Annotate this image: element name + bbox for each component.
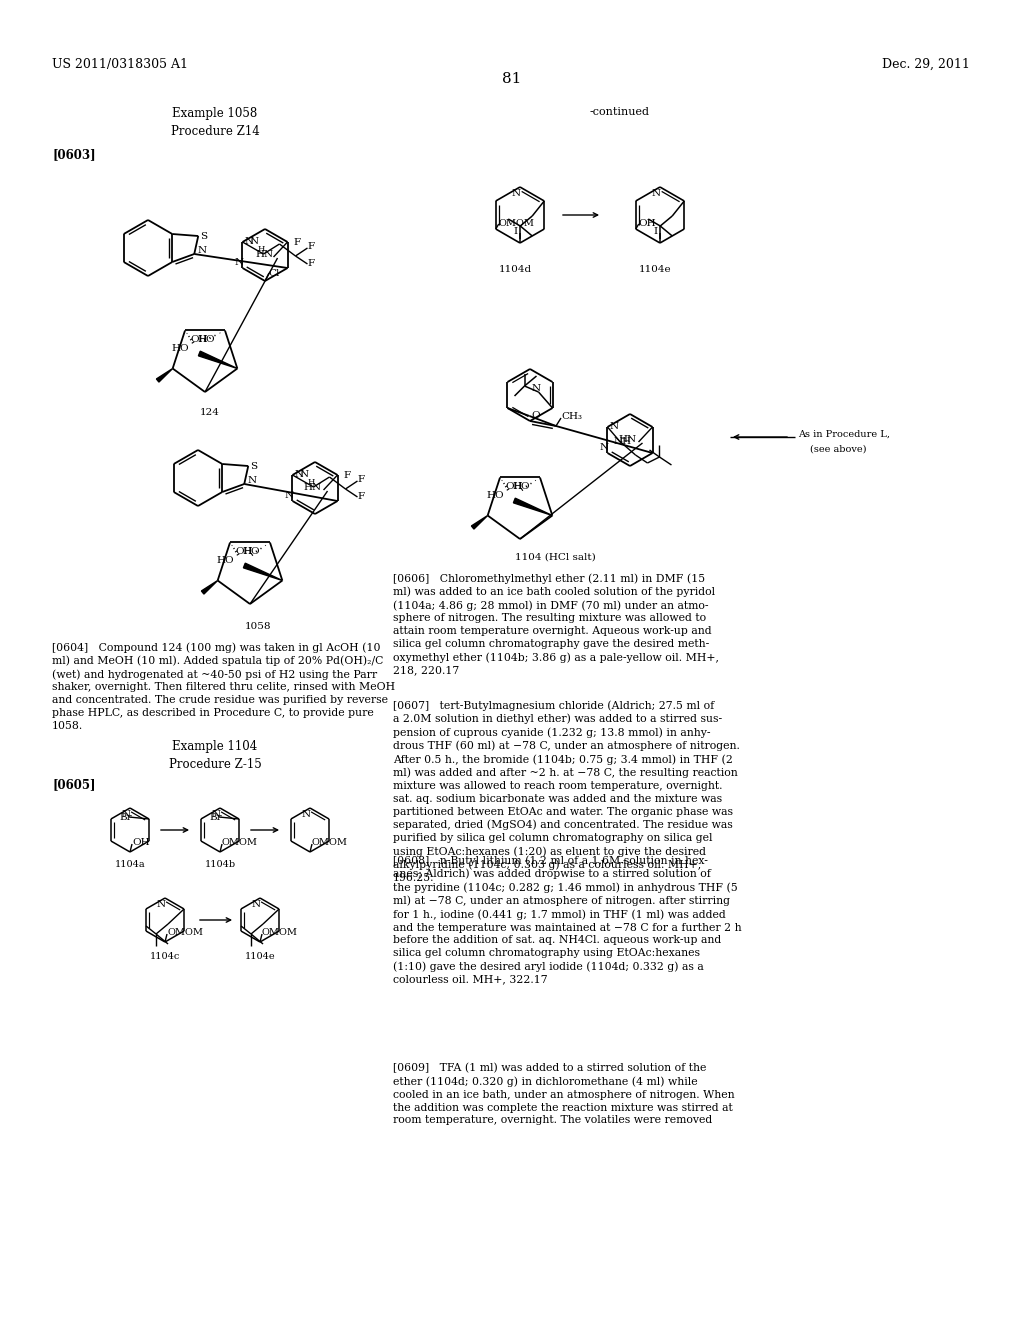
Text: N: N [299, 470, 308, 479]
Text: F: F [307, 259, 314, 268]
Text: [0605]: [0605] [52, 777, 95, 791]
Text: OMOM: OMOM [262, 928, 298, 937]
Polygon shape [471, 516, 487, 529]
Text: 1104e: 1104e [639, 265, 672, 275]
Text: H: H [257, 246, 265, 253]
Text: 1104 (HCl salt): 1104 (HCl salt) [515, 553, 595, 562]
Text: N: N [295, 470, 303, 479]
Text: F: F [307, 242, 314, 251]
Text: F: F [357, 492, 365, 502]
Text: 1104d: 1104d [499, 265, 531, 275]
Text: N: N [198, 246, 207, 255]
Text: Br: Br [209, 813, 221, 822]
Text: 1104a: 1104a [115, 861, 145, 869]
Text: US 2011/0318305 A1: US 2011/0318305 A1 [52, 58, 188, 71]
Text: N: N [511, 189, 520, 198]
Polygon shape [513, 498, 552, 516]
Text: Example 1058: Example 1058 [172, 107, 258, 120]
Text: Example 1104: Example 1104 [172, 741, 258, 752]
Text: N: N [609, 422, 618, 432]
Text: Procedure Z14: Procedure Z14 [171, 125, 259, 139]
Text: N: N [531, 384, 541, 393]
Text: Procedure Z-15: Procedure Z-15 [169, 758, 261, 771]
Text: F: F [294, 238, 301, 247]
Text: F: F [357, 475, 365, 484]
Text: HO: HO [242, 548, 260, 557]
Text: N: N [234, 257, 244, 267]
Text: N: N [247, 477, 256, 484]
Text: OH: OH [236, 548, 253, 557]
Text: I: I [514, 227, 518, 236]
Text: Cl: Cl [268, 269, 280, 279]
Text: N: N [301, 810, 310, 818]
Text: OMOM: OMOM [499, 219, 535, 228]
Text: OH: OH [505, 483, 522, 491]
Text: CH₃: CH₃ [561, 412, 582, 421]
Text: OH: OH [639, 219, 656, 228]
Text: H: H [307, 478, 314, 486]
Text: OMOM: OMOM [167, 928, 203, 937]
Text: OH: OH [132, 838, 150, 847]
Text: NH: NH [613, 437, 632, 446]
Text: I: I [654, 227, 658, 236]
Text: 1104e: 1104e [245, 952, 275, 961]
Text: HN: HN [618, 436, 637, 444]
Text: -continued: -continued [590, 107, 650, 117]
Text: HO: HO [197, 335, 215, 345]
Text: 1104b: 1104b [205, 861, 236, 869]
Text: F: F [343, 471, 350, 480]
Text: Br: Br [119, 813, 132, 822]
Text: N: N [211, 810, 220, 818]
Text: O: O [531, 411, 540, 420]
Text: HO: HO [486, 491, 504, 499]
Text: As in Procedure L,: As in Procedure L, [798, 430, 890, 440]
Text: [0609]   TFA (1 ml) was added to a stirred solution of the
ether (1104d; 0.320 g: [0609] TFA (1 ml) was added to a stirred… [393, 1063, 734, 1126]
Text: HN: HN [255, 249, 273, 259]
Text: N: N [250, 238, 259, 246]
Text: N: N [285, 491, 294, 500]
Text: N: N [157, 900, 166, 909]
Text: OMOM: OMOM [312, 838, 348, 847]
Text: HN: HN [303, 483, 322, 492]
Text: HO: HO [512, 483, 529, 491]
Text: N: N [651, 189, 660, 198]
Text: 124: 124 [200, 408, 220, 417]
Text: HO: HO [216, 556, 233, 565]
Text: N: N [245, 238, 254, 246]
Text: 1104c: 1104c [150, 952, 180, 961]
Text: N: N [600, 444, 609, 451]
Text: [0606]   Chloromethylmethyl ether (2.11 ml) in DMF (15
ml) was added to an ice b: [0606] Chloromethylmethyl ether (2.11 ml… [393, 573, 719, 676]
Text: [0604]   Compound 124 (100 mg) was taken in gl AcOH (10
ml) and MeOH (10 ml). Ad: [0604] Compound 124 (100 mg) was taken i… [52, 642, 395, 731]
Text: [0608]   n-Butyl lithium (1.2 ml of a 1.6M solution in hex-
anes; Aldrich) was a: [0608] n-Butyl lithium (1.2 ml of a 1.6M… [393, 855, 741, 985]
Text: 81: 81 [503, 73, 521, 86]
Text: HO: HO [171, 343, 189, 352]
Text: [0603]: [0603] [52, 148, 95, 161]
Text: N: N [122, 810, 131, 818]
Text: S: S [201, 232, 208, 242]
Polygon shape [157, 368, 173, 381]
Text: [0607]   tert-Butylmagnesium chloride (Aldrich; 27.5 ml of
a 2.0M solution in di: [0607] tert-Butylmagnesium chloride (Ald… [393, 700, 740, 883]
Text: OH: OH [190, 335, 208, 345]
Text: Dec. 29, 2011: Dec. 29, 2011 [882, 58, 970, 71]
Text: S: S [250, 462, 257, 471]
Polygon shape [202, 581, 218, 594]
Text: OMOM: OMOM [222, 838, 258, 847]
Text: N: N [252, 900, 260, 909]
Polygon shape [199, 351, 238, 368]
Text: 1058: 1058 [245, 622, 271, 631]
Polygon shape [244, 564, 283, 581]
Text: (see above): (see above) [810, 445, 866, 454]
